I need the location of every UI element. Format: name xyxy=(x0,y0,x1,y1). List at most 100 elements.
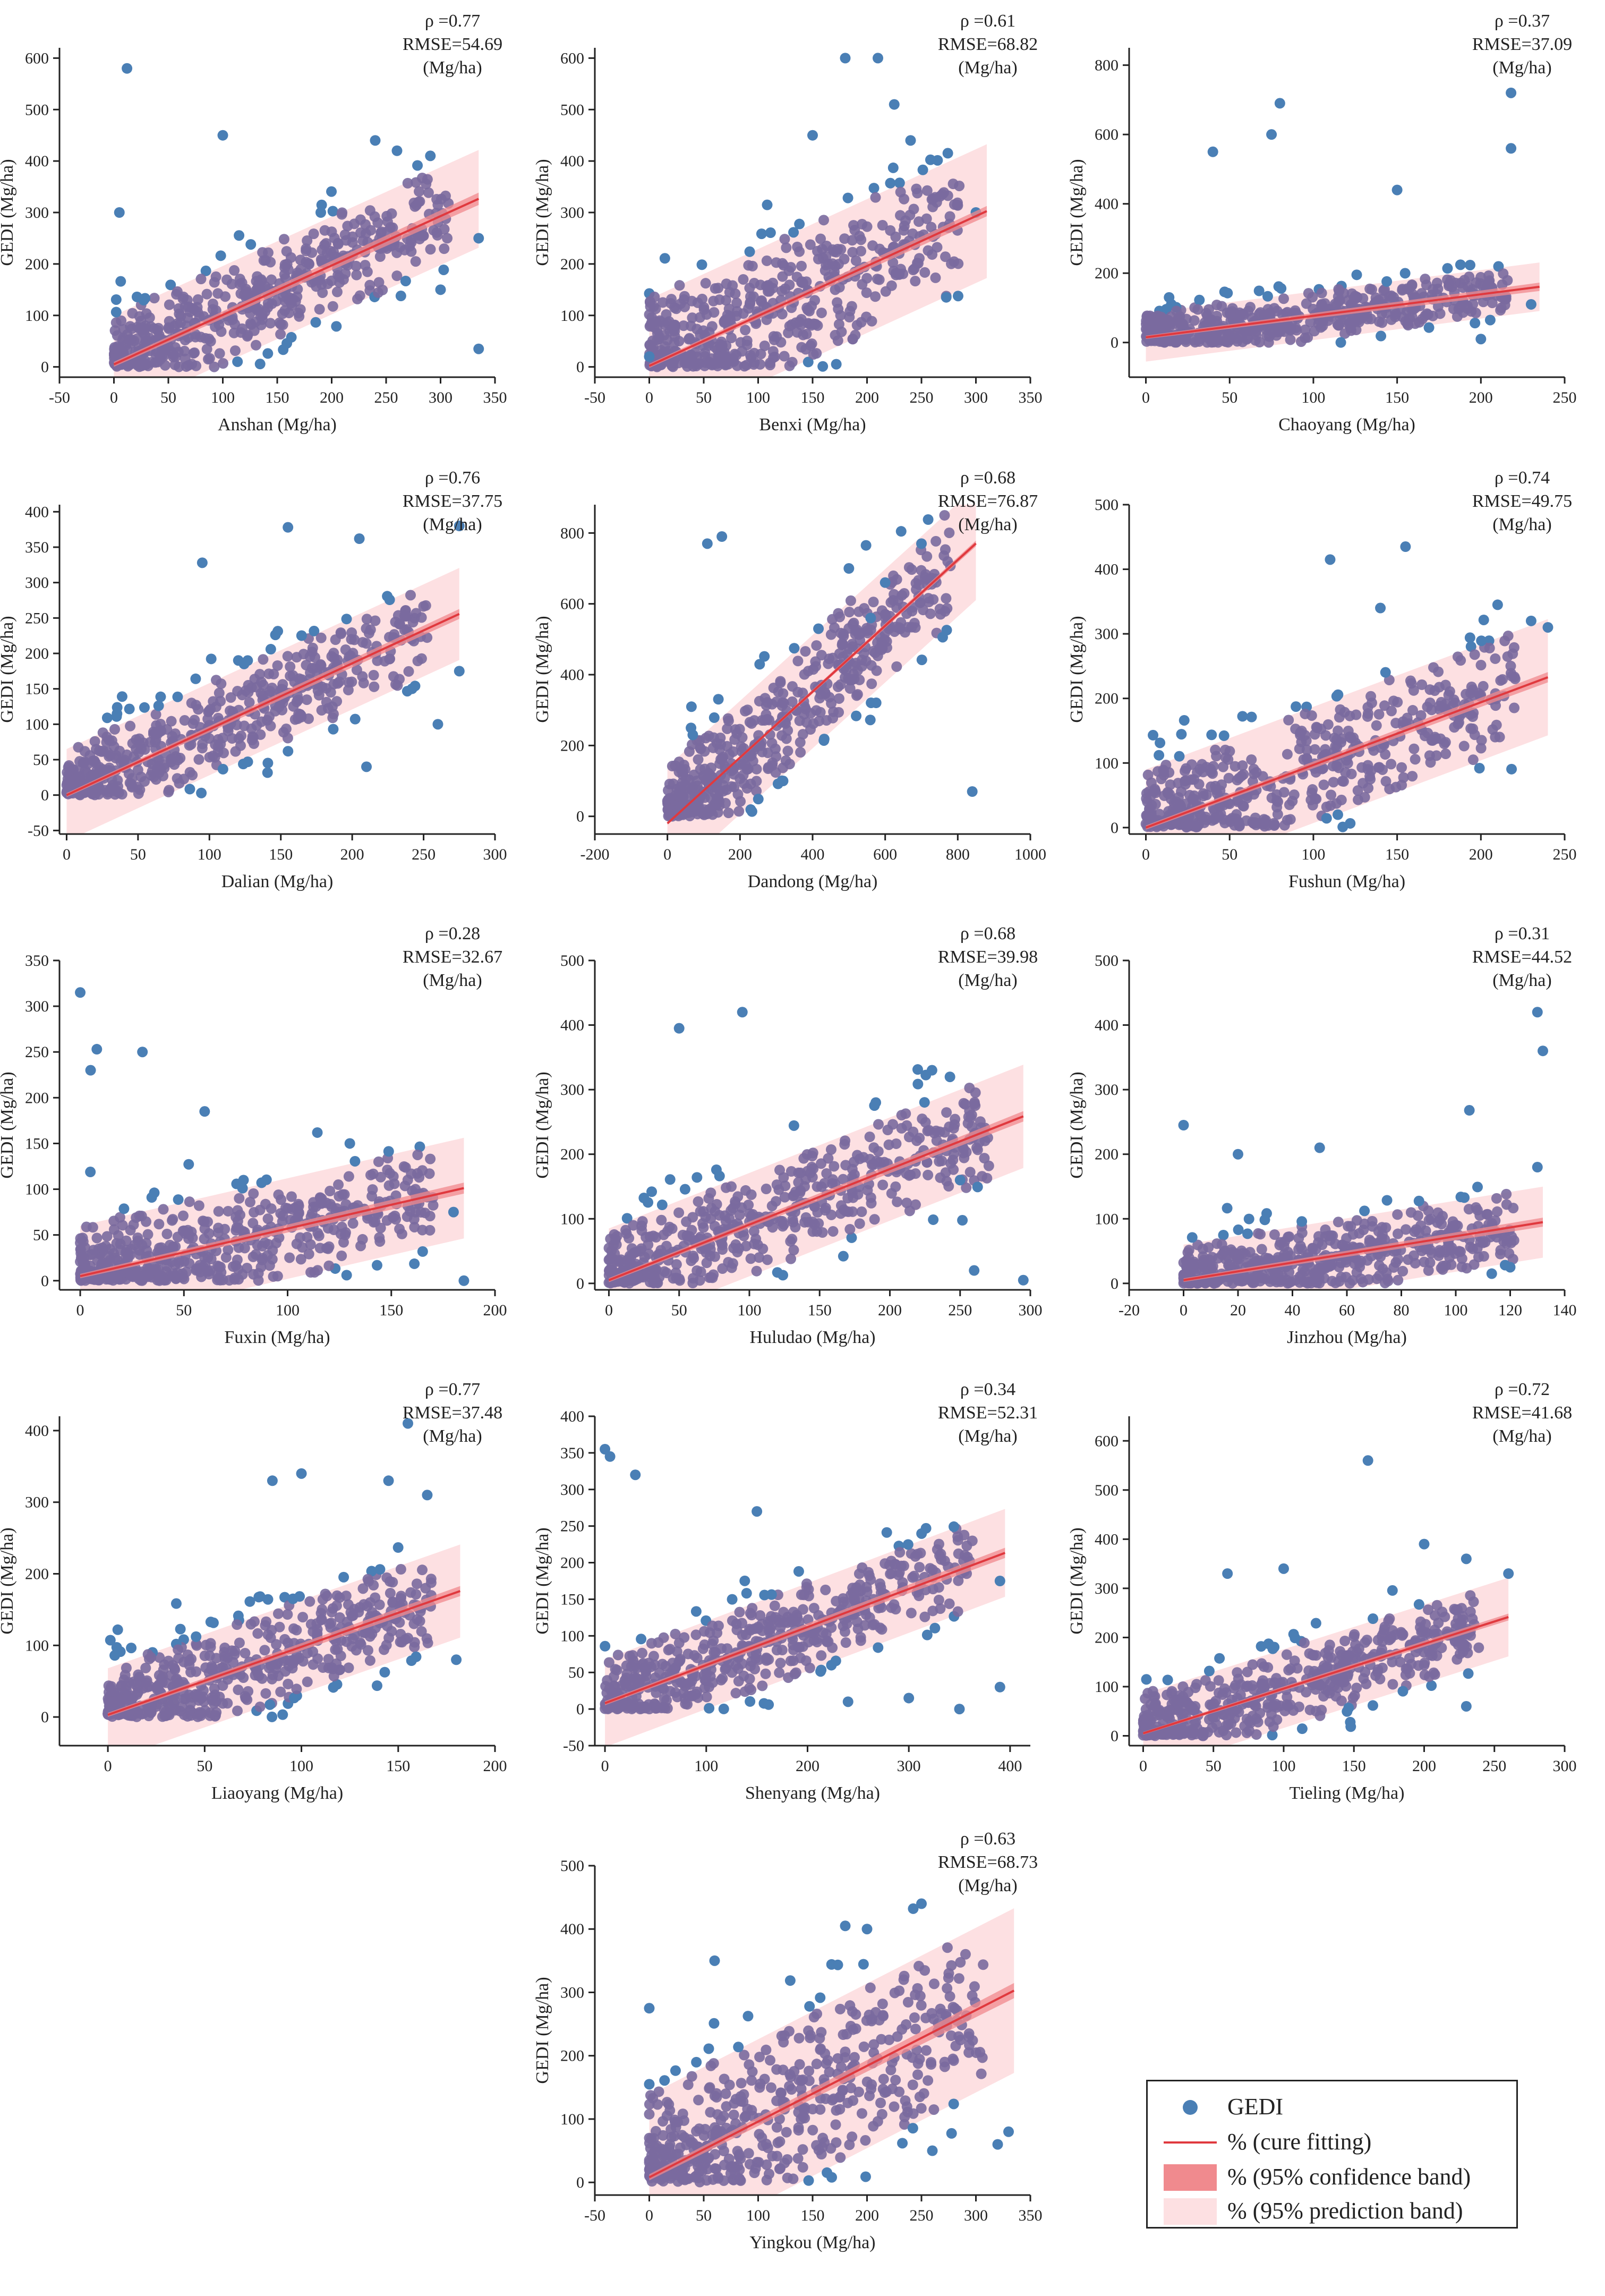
data-point xyxy=(786,1253,797,1264)
data-point xyxy=(234,1193,245,1204)
data-point xyxy=(657,297,668,308)
data-point xyxy=(761,255,772,266)
data-point xyxy=(1362,711,1373,722)
data-point xyxy=(1396,762,1407,773)
data-point xyxy=(651,1232,662,1243)
data-point xyxy=(145,321,156,332)
data-point xyxy=(775,337,787,348)
data-point xyxy=(382,591,393,602)
outlier-point xyxy=(391,145,403,156)
y-tick-label: 200 xyxy=(1095,265,1119,282)
data-point xyxy=(1222,1203,1233,1214)
data-point xyxy=(1333,762,1344,773)
data-point xyxy=(764,358,775,369)
data-point xyxy=(1249,768,1260,779)
outlier-point xyxy=(1375,602,1386,614)
data-point xyxy=(1269,1229,1280,1240)
data-point xyxy=(1490,732,1501,743)
data-point xyxy=(826,698,837,709)
data-point xyxy=(1498,268,1509,279)
x-tick-label: 0 xyxy=(110,389,118,406)
data-point xyxy=(759,651,770,662)
data-point xyxy=(1347,312,1359,323)
data-point xyxy=(845,595,856,606)
data-point xyxy=(949,199,960,210)
data-point xyxy=(895,186,906,198)
x-tick-label: 200 xyxy=(878,1302,902,1319)
panel-dalian: 0 50 100 150 200 250 300-500501001502002503003… xyxy=(0,468,507,891)
y-tick-label: 200 xyxy=(25,1089,49,1107)
data-point xyxy=(887,162,899,173)
data-point xyxy=(332,678,343,689)
data-point xyxy=(191,700,202,711)
data-point xyxy=(1326,789,1337,801)
x-tick-label: 250 xyxy=(1553,846,1577,863)
data-point xyxy=(1458,741,1470,752)
data-point xyxy=(209,361,220,372)
x-axis-label: Fuxin (Mg/ha) xyxy=(224,1328,330,1347)
data-point xyxy=(1475,743,1487,754)
data-point xyxy=(1376,330,1387,342)
data-point xyxy=(1427,735,1438,746)
data-point xyxy=(1346,768,1357,779)
data-point xyxy=(1150,798,1161,810)
x-tick-label: 1000 xyxy=(1014,846,1046,863)
data-point xyxy=(928,1214,939,1225)
data-point xyxy=(425,150,436,161)
data-point xyxy=(1179,333,1190,344)
x-tick-label: 250 xyxy=(412,846,436,863)
x-tick-label: -50 xyxy=(584,389,605,406)
data-point xyxy=(1236,331,1247,342)
data-point xyxy=(1377,764,1388,775)
data-point xyxy=(398,1161,409,1172)
data-point xyxy=(364,205,375,216)
data-point xyxy=(283,746,294,757)
data-point xyxy=(755,348,766,360)
data-point xyxy=(368,669,379,681)
data-point xyxy=(726,332,737,343)
data-point xyxy=(912,1064,923,1075)
data-point xyxy=(1331,691,1342,702)
data-point xyxy=(1224,814,1235,826)
data-point xyxy=(1265,1273,1276,1284)
data-point xyxy=(788,1189,799,1201)
data-point xyxy=(1352,785,1363,796)
x-tick-label: 150 xyxy=(808,1302,832,1319)
data-point xyxy=(346,627,357,638)
data-point xyxy=(214,687,225,699)
data-point xyxy=(108,1224,119,1235)
y-tick-label: 600 xyxy=(25,49,49,67)
data-point xyxy=(745,1253,756,1264)
data-point xyxy=(141,1238,152,1249)
data-point xyxy=(1146,314,1157,326)
data-point xyxy=(792,241,803,252)
data-point xyxy=(327,206,338,217)
data-point xyxy=(780,283,791,294)
data-point xyxy=(1253,285,1265,296)
data-point xyxy=(1388,695,1399,707)
data-point xyxy=(1406,280,1418,291)
data-point xyxy=(1359,1205,1370,1217)
x-tick-label: 200 xyxy=(483,1302,507,1319)
data-point xyxy=(262,758,274,769)
data-point xyxy=(439,243,450,254)
fit-line xyxy=(648,210,987,367)
data-point xyxy=(802,356,814,368)
data-point xyxy=(1467,723,1479,734)
data-point xyxy=(935,1172,946,1183)
data-point xyxy=(871,665,882,676)
data-point xyxy=(349,1155,361,1167)
data-point xyxy=(1148,729,1159,741)
y-tick-label: 0 xyxy=(576,359,584,376)
data-point xyxy=(895,623,906,634)
data-point xyxy=(153,1264,164,1275)
data-point xyxy=(731,297,742,309)
data-point xyxy=(195,331,207,343)
y-tick-label: 200 xyxy=(560,256,584,273)
data-point xyxy=(312,1127,323,1138)
data-point xyxy=(868,645,879,657)
data-point xyxy=(671,303,682,314)
data-point xyxy=(817,1227,828,1238)
data-point xyxy=(756,228,767,240)
data-point xyxy=(751,785,762,796)
